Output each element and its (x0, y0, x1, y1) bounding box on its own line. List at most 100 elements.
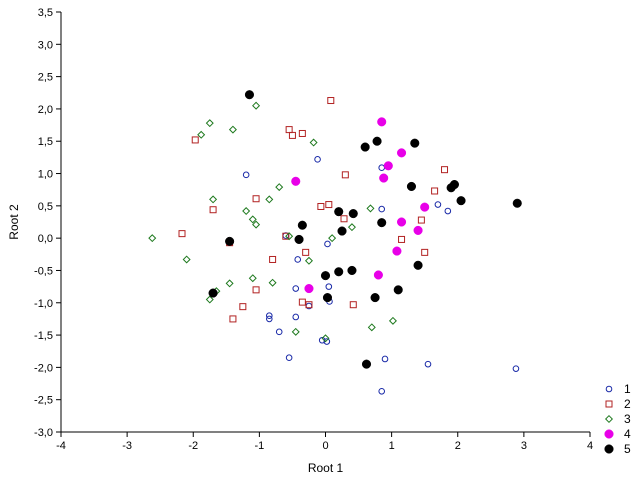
legend-label: 5 (624, 442, 631, 456)
data-point (378, 387, 386, 395)
data-point (420, 202, 430, 212)
x-axis-title: Root 1 (308, 461, 344, 475)
y-tick-label: -3,0 (34, 427, 53, 439)
data-point (413, 225, 423, 235)
data-point (209, 195, 218, 204)
data-point (377, 117, 387, 127)
data-point (252, 101, 261, 110)
legend-item: 3 (604, 412, 631, 426)
data-point (291, 327, 300, 336)
data-point (298, 298, 306, 306)
data-point (239, 303, 247, 311)
data-point (275, 328, 283, 336)
data-point (205, 119, 214, 128)
data-point (302, 248, 310, 256)
x-axis-ticks: -4 -3 -2 -1 0 1 2 3 4 (56, 432, 593, 452)
data-point (268, 278, 277, 287)
data-point (318, 336, 326, 344)
legend-item: 1 (605, 382, 631, 396)
y-tick-label: 0,0 (38, 233, 53, 245)
data-point (275, 183, 284, 192)
data-point (244, 90, 255, 100)
y-tick-label: 2,0 (38, 104, 53, 116)
legend-item: 4 (604, 427, 631, 441)
series-3 (148, 101, 397, 343)
y-tick-label: -1,5 (34, 330, 53, 342)
data-point (317, 202, 325, 210)
data-point (378, 164, 386, 172)
y-tick-label: -1,0 (34, 298, 53, 310)
legend-marker (604, 414, 614, 424)
data-point (148, 234, 157, 243)
data-point (360, 142, 370, 152)
data-point (265, 312, 273, 319)
data-point (322, 293, 333, 303)
data-point (413, 260, 423, 270)
x-tick-label: 1 (389, 440, 395, 452)
data-point (393, 285, 403, 295)
data-point (292, 313, 300, 321)
data-point (512, 198, 522, 208)
data-point (383, 161, 393, 171)
data-point (209, 206, 217, 214)
data-point (304, 284, 314, 294)
data-point (225, 279, 234, 288)
data-point (325, 201, 333, 209)
y-tick-label: 2,5 (38, 72, 53, 84)
data-point (242, 171, 250, 179)
data-point (327, 97, 335, 105)
series-1 (242, 156, 520, 395)
y-tick-label: 1,0 (38, 169, 53, 181)
legend-marker (605, 400, 613, 408)
data-point (337, 226, 347, 236)
data-point (208, 288, 218, 298)
x-tick-label: 4 (587, 440, 593, 452)
data-point (434, 201, 442, 208)
data-point (285, 354, 293, 361)
data-point (366, 204, 375, 213)
x-tick-label: -2 (188, 440, 198, 452)
x-tick-label: 3 (521, 440, 527, 452)
y-axis-title: Root 2 (7, 204, 21, 240)
data-point (349, 301, 357, 309)
data-point (361, 359, 372, 369)
data-point (292, 285, 300, 292)
data-point (431, 187, 439, 195)
data-point (205, 295, 214, 304)
data-point (328, 234, 337, 243)
data-point (446, 183, 456, 193)
data-point (309, 138, 318, 147)
data-point (320, 271, 331, 281)
data-point (182, 255, 191, 264)
data-point (406, 181, 417, 192)
legend-label: 3 (624, 412, 631, 426)
data-point (396, 217, 407, 227)
data-point (252, 220, 261, 229)
data-point (197, 130, 206, 139)
data-point (388, 316, 397, 325)
data-point (265, 195, 274, 204)
data-point (340, 215, 348, 223)
series-4 (291, 117, 430, 294)
y-tick-label: 3,0 (38, 39, 53, 51)
data-point (456, 196, 466, 206)
data-point (441, 166, 449, 174)
data-point (373, 270, 383, 280)
data-point (512, 365, 520, 372)
x-tick-label: -3 (122, 440, 132, 452)
data-point (297, 220, 307, 230)
data-point (285, 232, 294, 241)
legend-item: 5 (604, 442, 631, 456)
data-point (324, 240, 331, 248)
data-point (191, 136, 199, 144)
y-tick-label: -2,5 (34, 395, 53, 407)
y-tick-label: 1,5 (38, 136, 53, 148)
data-point (178, 230, 186, 238)
data-point (341, 171, 349, 179)
data-point (298, 129, 306, 137)
legend-item: 2 (605, 397, 631, 411)
data-point (252, 286, 260, 294)
x-tick-label: 0 (322, 440, 328, 452)
